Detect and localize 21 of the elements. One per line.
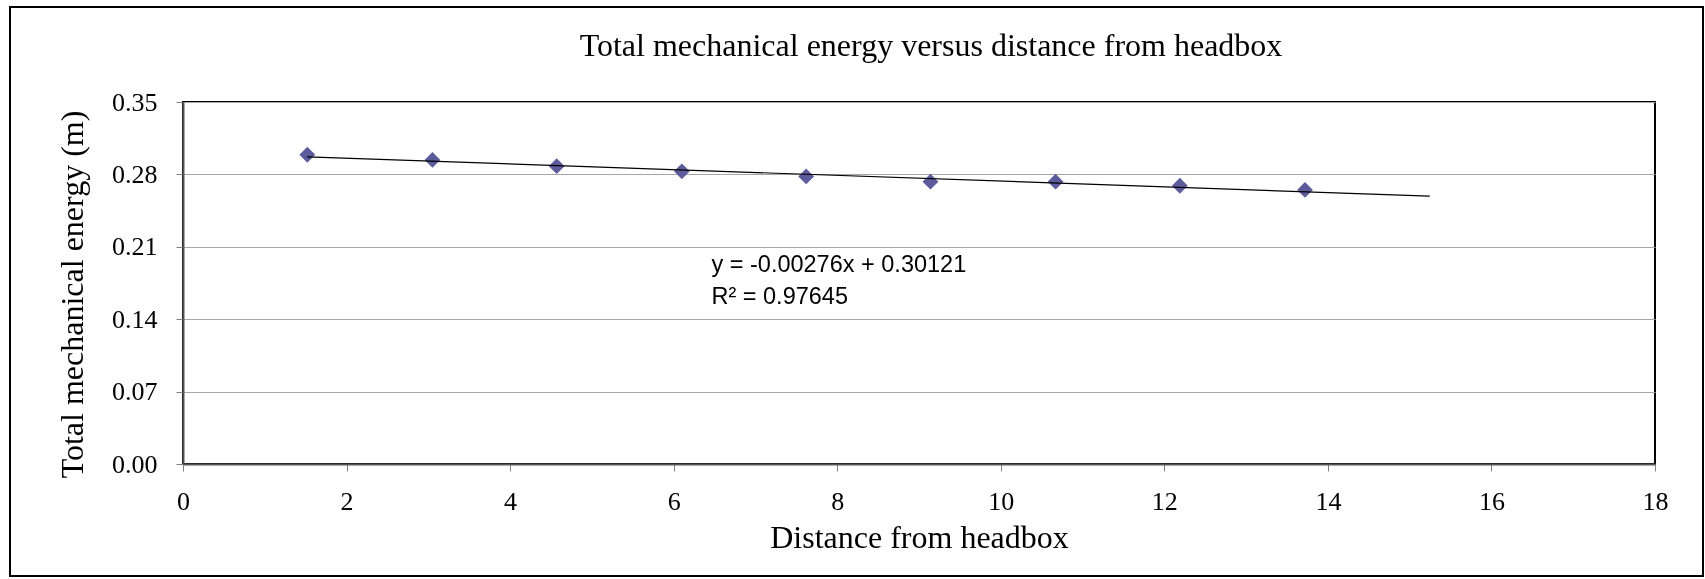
y-tick-label: 0.07 (112, 377, 158, 407)
y-tick-label: 0.14 (112, 304, 158, 334)
x-tick-label: 4 (504, 486, 518, 516)
chart-title: Total mechanical energy versus distance from headbox (579, 27, 1283, 63)
y-tick-label: 0.35 (112, 87, 158, 117)
y-tick-label: 0.00 (112, 449, 158, 479)
annotation: y = -0.00276x + 0.30121 (711, 250, 967, 277)
x-tick-label: 2 (340, 486, 354, 516)
x-tick-label: 14 (1315, 486, 1342, 516)
x-axis-title: Distance from headbox (770, 518, 1069, 555)
x-tick-label: 10 (988, 486, 1015, 516)
x-tick-label: 16 (1478, 486, 1505, 516)
x-tick-label: 12 (1151, 486, 1178, 516)
annotation: R² = 0.97645 (711, 282, 848, 309)
x-tick-label: 6 (667, 486, 681, 516)
y-tick-label: 0.28 (112, 159, 158, 189)
y-tick-label: 0.21 (112, 232, 158, 262)
x-tick-label: 0 (177, 486, 190, 516)
y-axis-title: Total mechanical energy (m) (54, 110, 90, 479)
x-tick-label: 8 (831, 486, 845, 516)
x-tick-label: 18 (1642, 486, 1669, 516)
